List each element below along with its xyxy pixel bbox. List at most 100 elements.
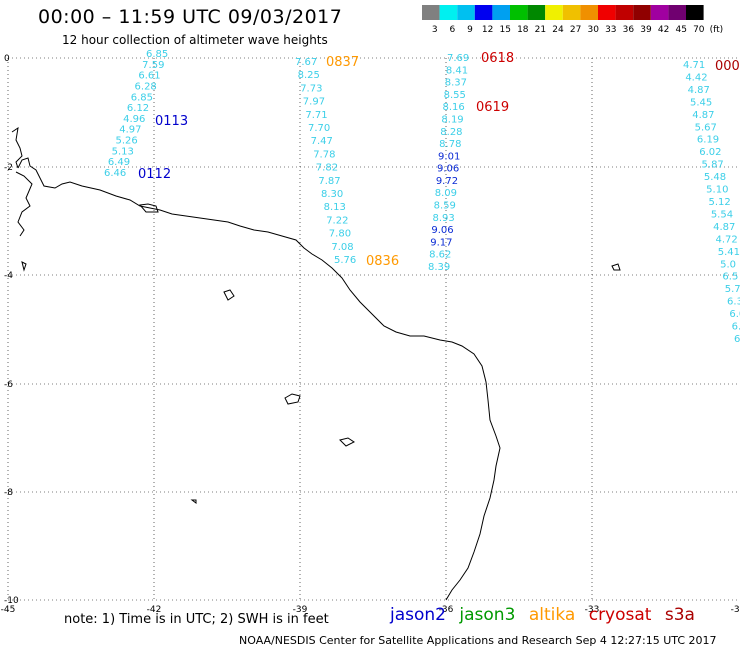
track-time-label: 0112 [138, 167, 171, 182]
scale-label: 12 [482, 25, 493, 35]
wave-height-value: 4.87 [713, 222, 735, 233]
scale-label: 18 [517, 25, 529, 35]
scale-label: 30 [587, 25, 599, 35]
y-tick-label: -2 [4, 163, 13, 173]
satellite-legend: jason2 jason3 altika cryosat s3a [390, 605, 703, 625]
wave-height-value: 6.49 [108, 157, 130, 168]
wave-height-value: 5.76 [334, 255, 356, 266]
y-tick-label: -8 [4, 488, 13, 498]
wave-height-value: 8.78 [439, 139, 461, 150]
scale-swatch [562, 5, 581, 20]
wave-height-value: 5.45 [690, 97, 712, 108]
footer-credit: NOAA/NESDIS Center for Satellite Applica… [239, 634, 717, 647]
altimeter-tracks: 6.857.596.616.286.856.124.964.975.265.13… [104, 49, 740, 345]
legend-s3a: s3a [664, 605, 695, 625]
wave-height-value: 7.70 [308, 123, 330, 134]
wave-height-value: 5.12 [709, 197, 731, 208]
scale-label: 15 [499, 25, 510, 35]
track-time-label: 000 [715, 59, 740, 74]
scale-label: 27 [570, 25, 581, 35]
wave-height-value: 7.47 [311, 136, 333, 147]
wave-height-value: 6.5 [722, 272, 738, 283]
wave-height-value: 7.78 [313, 149, 335, 160]
wave-height-value: 6.85 [146, 49, 168, 60]
y-tick-label: -10 [4, 596, 19, 606]
wave-height-value: 8.55 [444, 90, 466, 101]
wave-height-value: 6.0 [732, 322, 740, 333]
scale-label: 3 [432, 25, 438, 35]
wave-height-value: 5.7 [725, 284, 740, 295]
wave-height-value: 8.30 [321, 189, 343, 200]
scale-label: 39 [640, 25, 652, 35]
y-tick-label: -4 [4, 271, 13, 281]
wave-height-value: 5.10 [706, 185, 728, 196]
wave-height-scale: 3 6 9 12 15 18 21 24 27 30 33 36 39 42 45 70 (ft) [422, 5, 724, 35]
scale-swatch [439, 5, 458, 20]
map-grid [7, 57, 738, 601]
x-tick-label: -30 [731, 605, 740, 615]
track-time-label: 0618 [481, 51, 514, 66]
wave-height-value: 5.87 [702, 160, 724, 171]
wave-height-value: 9.72 [436, 176, 458, 187]
wave-height-value: 6.0 [729, 309, 740, 320]
scale-swatch [668, 5, 686, 20]
scale-swatch [474, 5, 493, 20]
track-time-label: 0837 [326, 55, 359, 70]
track-jason2: 6.857.596.616.286.856.124.964.975.265.13… [104, 49, 188, 182]
wave-height-value: 8.37 [445, 78, 467, 89]
wave-height-value: 8.16 [443, 102, 465, 113]
y-tick-label: 0 [4, 54, 10, 64]
scale-label: 6 [450, 25, 456, 35]
wave-height-value: 5.13 [112, 146, 134, 157]
wave-height-value: 7.22 [326, 215, 348, 226]
scale-swatch [422, 5, 440, 20]
track-altika: 7.67 8.25 7.73 7.97 7.71 7.70 7.47 7.78 7.82 7.87… [295, 55, 399, 269]
track-time-label: 0836 [366, 254, 399, 269]
wave-height-value: 7.73 [300, 83, 322, 94]
wave-height-value: 6.61 [138, 71, 160, 82]
wave-height-value: 7.97 [303, 97, 325, 108]
legend-altika: altika [528, 605, 576, 625]
wave-height-value: 6.12 [127, 103, 149, 114]
scale-swatch [598, 5, 616, 20]
wave-height-value: 4.87 [692, 110, 714, 121]
scale-label: (ft) [710, 25, 724, 35]
track-s3a: 4.714.424.875.454.875.676.196.025.875.48… [683, 59, 740, 345]
map-tick-labels: -45 -42 -39 -36 -33 -30 0 -2 -4 -6 -8 -10 [1, 54, 740, 615]
wave-height-value: 6.28 [135, 81, 157, 92]
wave-height-value: 8.09 [435, 188, 457, 199]
track-cryosat: 7.698.41 8.378.558.168.19 8.288.789.01 9.06… [428, 51, 514, 273]
chart-title: 00:00 – 11:59 UTC 09/03/2017 [38, 6, 343, 28]
wave-height-value: 4.97 [119, 125, 141, 136]
wave-height-value: 6.3 [727, 297, 740, 308]
wave-height-value: 6.46 [104, 168, 126, 179]
scale-label: 70 [693, 25, 705, 35]
y-tick-label: -6 [4, 380, 13, 390]
wave-height-value: 4.72 [715, 234, 737, 245]
scale-swatch [510, 5, 528, 20]
wave-height-value: 8.13 [324, 202, 346, 213]
scale-label: 36 [623, 25, 635, 35]
wave-height-value: 8.28 [440, 127, 462, 138]
chart-subtitle: 12 hour collection of altimeter wave hei… [62, 33, 328, 47]
wave-height-value: 7.80 [329, 229, 351, 240]
scale-label: 45 [675, 25, 686, 35]
scale-swatch [545, 5, 563, 20]
wave-height-value: 8.62 [429, 250, 451, 261]
track-time-label: 0113 [155, 114, 188, 129]
scale-label: 21 [535, 25, 546, 35]
wave-height-value: 6.85 [131, 92, 153, 103]
x-tick-label: -39 [293, 605, 308, 615]
wave-height-value: 5.26 [115, 136, 137, 147]
wave-height-value: 9.01 [438, 151, 460, 162]
coastline [11, 126, 501, 601]
wave-height-value: 8.39 [428, 262, 450, 273]
wave-height-value: 9.06 [431, 225, 453, 236]
wave-height-value: 8.59 [434, 201, 456, 212]
wave-height-value: 6.02 [699, 147, 721, 158]
scale-swatch [650, 5, 669, 20]
wave-height-value: 4.96 [123, 114, 145, 125]
scale-label: 42 [658, 25, 669, 35]
wave-height-value: 8.41 [446, 65, 468, 76]
wave-height-value: 8.93 [432, 213, 454, 224]
